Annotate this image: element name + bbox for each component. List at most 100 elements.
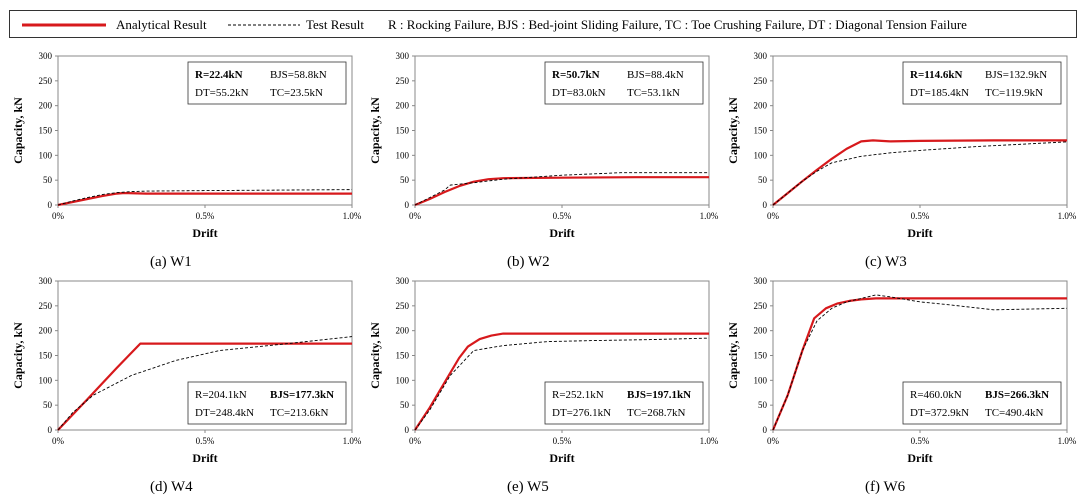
y-tick-label: 200 [396, 326, 410, 336]
y-axis-title: Capacity, kN [368, 97, 382, 164]
y-tick-label: 250 [754, 301, 768, 311]
capacity-box: R=50.7kN BJS=88.4kN DT=83.0kN TC=53.1kN [544, 61, 704, 105]
chart-panel-2: 0 50 100 150 200 250 300 0% 0.5% 1.0% Drift Capacit… [357, 45, 719, 275]
x-axis-title: Drift [907, 451, 932, 465]
capacity-label: DT=276.1kN [552, 407, 611, 419]
legend-definitions: R : Rocking Failure, BJS : Bed-joint Sli… [388, 17, 967, 32]
y-tick-label: 300 [39, 276, 53, 286]
capacity-label: TC=119.9kN [985, 87, 1043, 99]
x-tick-label: 0% [52, 211, 65, 221]
y-axis-title: Capacity, kN [368, 322, 382, 389]
panel-caption: (f) W6 [865, 479, 906, 495]
capacity-box-frame [187, 61, 347, 105]
y-axis-title: Capacity, kN [11, 97, 25, 164]
capacity-box: R=252.1kN BJS=197.1kN DT=276.1kN TC=268.7kN [544, 381, 704, 425]
y-tick-label: 150 [754, 126, 768, 136]
y-tick-label: 300 [396, 51, 410, 61]
capacity-label: BJS=197.1kN [627, 389, 691, 401]
y-tick-label: 300 [396, 276, 410, 286]
y-tick-label: 100 [754, 150, 768, 160]
x-tick-label: 0% [767, 211, 780, 221]
x-tick-label: 1.0% [1058, 436, 1077, 446]
series-analytical-line [414, 176, 709, 207]
chart-panel-6: 0 50 100 150 200 250 300 0% 0.5% 1.0% Drift Capacit… [715, 270, 1077, 500]
capacity-label: R=114.6kN [910, 69, 962, 81]
series-analytical-line [772, 139, 1067, 206]
x-tick-label: 1.0% [343, 211, 362, 221]
x-tick-label: 0.5% [196, 211, 215, 221]
panel-caption: (b) W2 [507, 254, 550, 270]
chart-svg: 0 50 100 150 200 250 300 0% 0.5% 1.0% Drift Capacit… [726, 276, 1077, 495]
legend-swatches [22, 23, 300, 27]
y-tick-label: 100 [39, 375, 53, 385]
panel-caption: (d) W4 [150, 479, 193, 495]
series-analytical-line [414, 332, 709, 431]
capacity-box-frame [187, 381, 347, 425]
capacity-label: R=22.4kN [195, 69, 243, 81]
capacity-box: R=460.0kN BJS=266.3kN DT=372.9kN TC=490.4kN [902, 381, 1062, 425]
y-tick-label: 250 [39, 76, 53, 86]
x-tick-label: 0% [409, 436, 422, 446]
y-tick-label: 300 [754, 276, 768, 286]
y-tick-label: 150 [396, 351, 410, 361]
y-tick-label: 50 [758, 400, 768, 410]
capacity-label: BJS=266.3kN [985, 389, 1049, 401]
x-axis-title: Drift [192, 451, 217, 465]
y-tick-label: 300 [754, 51, 768, 61]
y-tick-label: 150 [39, 126, 53, 136]
y-tick-label: 50 [43, 175, 53, 185]
x-tick-label: 1.0% [700, 436, 719, 446]
y-tick-label: 150 [396, 126, 410, 136]
y-tick-label: 100 [396, 375, 410, 385]
x-tick-label: 0.5% [196, 436, 215, 446]
y-tick-label: 100 [396, 150, 410, 160]
y-tick-label: 250 [39, 301, 53, 311]
capacity-label: R=252.1kN [552, 389, 604, 401]
y-tick-label: 300 [39, 51, 53, 61]
x-tick-label: 0.5% [911, 436, 930, 446]
capacity-label: TC=23.5kN [270, 87, 323, 99]
panel-caption: (c) W3 [865, 254, 907, 270]
chart-svg: 0 50 100 150 200 250 300 0% 0.5% 1.0% Drift Capacit… [368, 276, 719, 495]
capacity-box-frame [544, 61, 704, 105]
series-test-line [57, 189, 353, 206]
x-tick-label: 0.5% [553, 211, 572, 221]
y-tick-label: 200 [754, 101, 768, 111]
capacity-label: R=50.7kN [552, 69, 600, 81]
y-tick-label: 250 [396, 301, 410, 311]
y-tick-label: 250 [396, 76, 410, 86]
chart-svg: 0 50 100 150 200 250 300 0% 0.5% 1.0% Drift Capacit… [726, 51, 1077, 270]
capacity-label: TC=490.4kN [985, 407, 1044, 419]
capacity-label: TC=213.6kN [270, 407, 329, 419]
series-test-line [414, 337, 710, 431]
y-tick-label: 0 [405, 425, 410, 435]
legend-analytical-label: Analytical Result [116, 17, 207, 32]
y-tick-label: 150 [39, 351, 53, 361]
panel-caption: (e) W5 [507, 479, 549, 495]
chart-panel-3: 0 50 100 150 200 250 300 0% 0.5% 1.0% Drift Capacit… [715, 45, 1077, 275]
chart-svg: 0 50 100 150 200 250 300 0% 0.5% 1.0% Drift Capacit… [11, 276, 362, 495]
y-tick-label: 250 [754, 76, 768, 86]
capacity-label: R=460.0kN [910, 389, 962, 401]
capacity-label: DT=55.2kN [195, 87, 249, 99]
panel-caption: (a) W1 [150, 254, 192, 270]
capacity-label: DT=248.4kN [195, 407, 254, 419]
x-tick-label: 1.0% [1058, 211, 1077, 221]
y-tick-label: 0 [763, 425, 768, 435]
capacity-label: R=204.1kN [195, 389, 247, 401]
capacity-box-frame [902, 381, 1062, 425]
y-axis-title: Capacity, kN [726, 97, 740, 164]
capacity-label: BJS=132.9kN [985, 69, 1047, 81]
series-test-line [414, 172, 709, 206]
y-tick-label: 100 [39, 150, 53, 160]
capacity-box: R=22.4kN BJS=58.8kN DT=55.2kN TC=23.5kN [187, 61, 347, 105]
y-tick-label: 200 [754, 326, 768, 336]
series-analytical-line [57, 192, 352, 207]
series-analytical-line [57, 342, 352, 431]
chart-panel-5: 0 50 100 150 200 250 300 0% 0.5% 1.0% Drift Capacit… [357, 270, 719, 500]
legend-test-label: Test Result [306, 17, 364, 32]
series-test-line [772, 294, 1068, 431]
y-tick-label: 50 [400, 400, 410, 410]
capacity-box: R=204.1kN BJS=177.3kN DT=248.4kN TC=213.6kN [187, 381, 347, 425]
x-axis-title: Drift [192, 226, 217, 240]
